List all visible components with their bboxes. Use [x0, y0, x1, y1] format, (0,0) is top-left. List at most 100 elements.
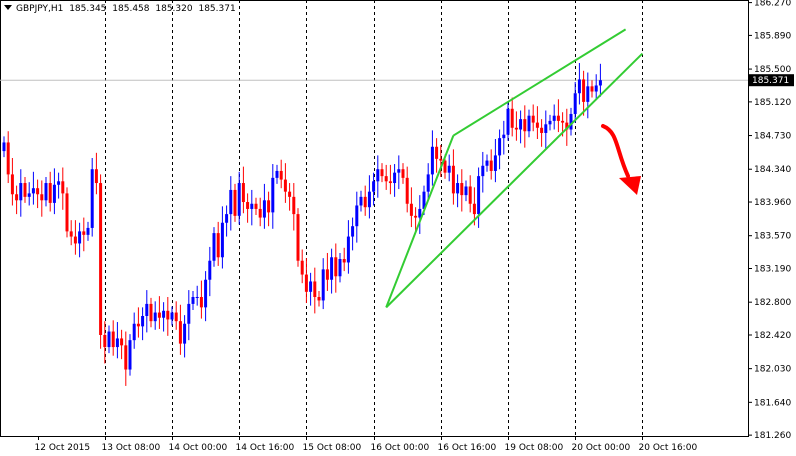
candle-body — [78, 231, 82, 244]
candle-body — [166, 310, 170, 320]
x-tick-label: 14 Oct 00:00 — [169, 443, 228, 453]
y-axis: 186.270 185.890 185.500 185.120 184.730 184.3… — [748, 0, 794, 441]
candle-body — [481, 165, 485, 177]
candle-body — [208, 260, 212, 280]
candle-body — [90, 169, 94, 228]
candle-body — [498, 138, 502, 156]
candle-body — [426, 174, 430, 192]
candle-body — [376, 169, 380, 182]
candle-body — [590, 86, 594, 92]
candle-body — [283, 179, 287, 192]
y-tick-label: 185.120 — [754, 98, 791, 108]
candle-body — [254, 203, 258, 209]
candle-body — [115, 338, 119, 348]
candle-body — [447, 165, 451, 173]
dropdown-triangle-icon[interactable] — [4, 5, 12, 10]
candle-body — [61, 181, 65, 194]
y-tick-label: 182.030 — [754, 365, 791, 375]
down-arrow-icon — [601, 124, 630, 178]
candle-body — [397, 169, 401, 173]
candle-body — [460, 183, 464, 196]
candle-body — [132, 323, 136, 341]
candle-body — [330, 257, 334, 280]
trendlines[interactable] — [385, 28, 644, 309]
candle-body — [519, 119, 523, 130]
y-tick-label: 182.420 — [754, 331, 791, 341]
candle-body — [288, 191, 292, 197]
candle-body — [233, 189, 237, 216]
candle-body — [531, 115, 535, 123]
candle-body — [6, 142, 10, 175]
candle-body — [241, 183, 245, 203]
candle-body — [103, 334, 107, 348]
candle-body — [435, 146, 439, 159]
candle-body — [65, 193, 69, 232]
candle-body — [296, 214, 300, 261]
x-tick-label: 15 Oct 08:00 — [303, 443, 362, 453]
candle-body — [456, 183, 460, 194]
candle-body — [225, 214, 229, 223]
current-price-box — [748, 74, 794, 87]
candle-body — [271, 177, 275, 213]
candle-body — [128, 340, 132, 370]
candle-body — [372, 181, 376, 192]
candle-body — [124, 345, 128, 370]
candle-body — [582, 79, 586, 102]
candle-body — [309, 281, 313, 292]
y-tick-label: 183.190 — [754, 265, 791, 275]
candle-body — [527, 115, 531, 132]
candle-body — [577, 79, 581, 94]
candle-body — [367, 191, 371, 208]
x-tick-label: 14 Oct 16:00 — [236, 443, 295, 453]
candle-body — [552, 115, 556, 121]
candle-body — [204, 279, 208, 308]
current-price-label: 185.371 — [752, 76, 789, 86]
candle-body — [82, 231, 86, 235]
candle-body — [23, 183, 27, 197]
candle-body — [359, 196, 363, 206]
candle-body — [69, 231, 73, 237]
candle-body — [321, 269, 325, 301]
candle-body — [351, 226, 355, 237]
trendline — [452, 28, 627, 137]
trendline — [385, 135, 455, 308]
candle-body — [594, 85, 598, 92]
x-tick-label: 16 Oct 00:00 — [371, 443, 430, 453]
y-tick-label: 184.730 — [754, 132, 791, 142]
candle-body — [477, 176, 481, 215]
candle-body — [191, 296, 195, 304]
candle-body — [405, 177, 409, 204]
candle-body — [36, 188, 40, 195]
candle-body — [136, 323, 140, 327]
candle-body — [149, 303, 153, 322]
candle-body — [561, 120, 565, 123]
candle-body — [313, 281, 317, 297]
candle-body — [334, 257, 338, 277]
candle-body — [422, 191, 426, 209]
candle-body — [464, 186, 468, 196]
candle-body — [338, 259, 342, 277]
candle-body — [170, 312, 174, 320]
candle-body — [510, 108, 514, 128]
candle-body — [86, 227, 90, 235]
candle-body — [174, 312, 178, 322]
x-tick-label: 13 Oct 08:00 — [102, 443, 161, 453]
candle-body — [342, 259, 346, 263]
candle-body — [388, 181, 392, 184]
candle-body — [485, 160, 489, 166]
candle-body — [199, 296, 203, 308]
candle-body — [506, 108, 510, 135]
candle-body — [267, 200, 271, 213]
candle-body — [258, 208, 262, 218]
candle-body — [300, 260, 304, 275]
candle-body — [57, 181, 61, 185]
candle-body — [275, 170, 279, 178]
candle-body — [292, 196, 296, 215]
candle-body — [544, 124, 548, 133]
candle-body — [27, 193, 31, 197]
candle-body — [523, 119, 527, 132]
candle-body — [15, 194, 19, 201]
candle-body — [502, 134, 506, 139]
candle-body — [107, 331, 111, 348]
